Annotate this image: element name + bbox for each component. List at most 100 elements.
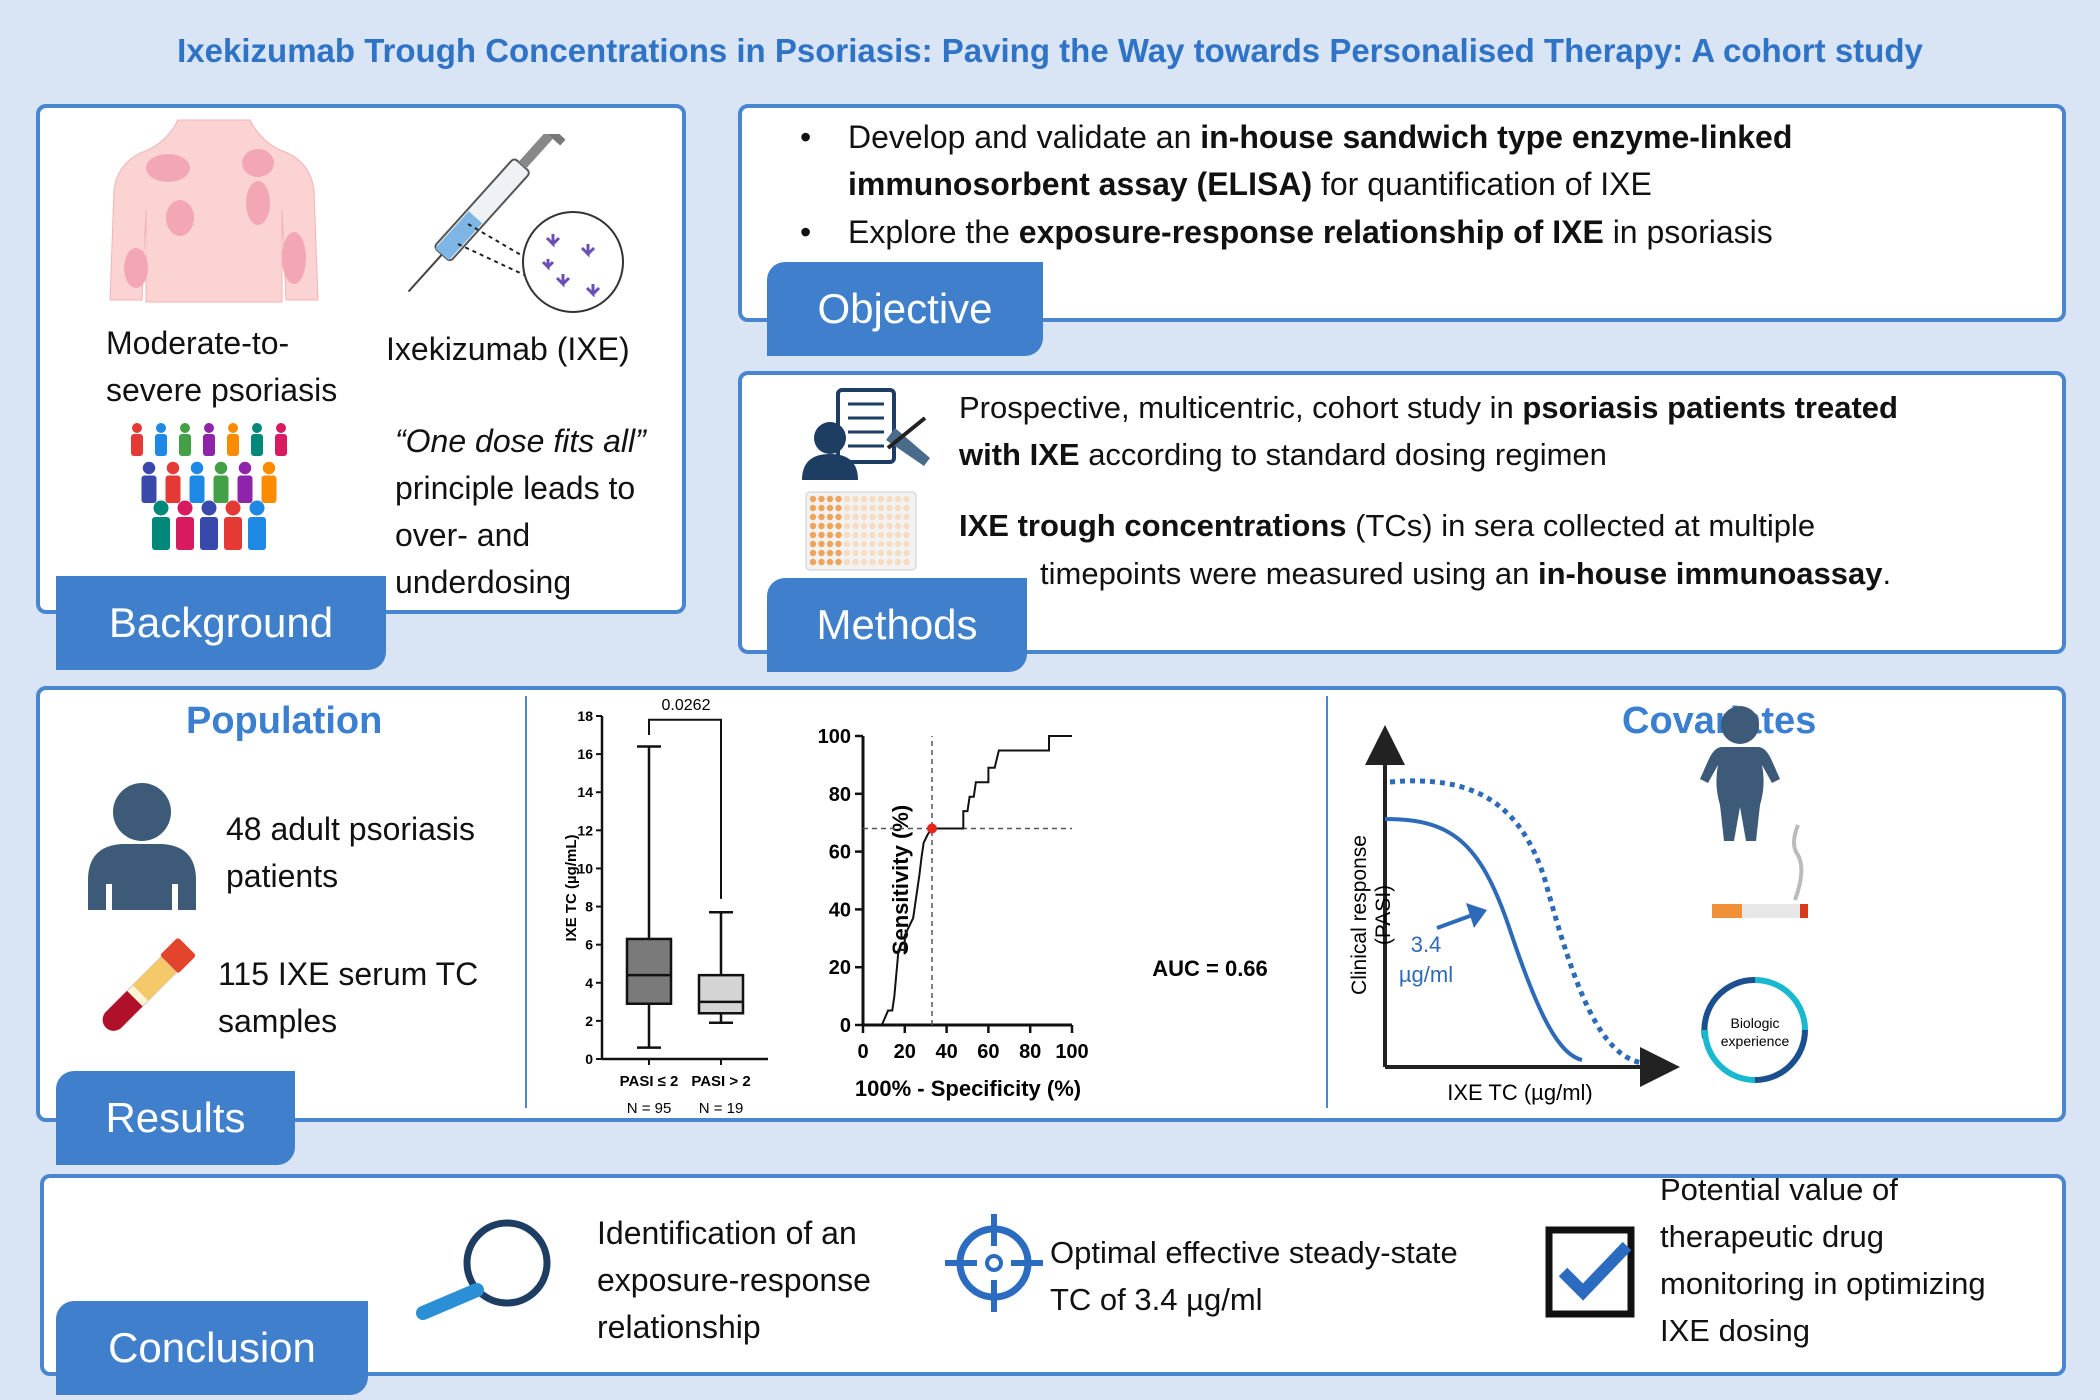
plate-well — [809, 558, 817, 566]
boxplot-y-axis-label: IXE TC (µg/mL) — [563, 835, 580, 942]
plate-well — [869, 558, 876, 566]
plate-well — [903, 549, 910, 557]
person-head — [156, 423, 166, 433]
plate-well — [826, 558, 834, 566]
person-body — [203, 434, 215, 456]
plate-well — [818, 531, 825, 539]
patients-count: 48 adult psoriasis patients — [226, 811, 476, 894]
plate-well — [869, 504, 876, 512]
curve-y-label-unit: (PASI) — [1372, 885, 1395, 945]
plate-well — [835, 540, 842, 548]
plate-well — [894, 495, 902, 503]
plate-well — [869, 531, 876, 539]
cigarette-icon — [1712, 824, 1808, 918]
person-head — [262, 461, 276, 475]
population-heading: Population — [186, 700, 383, 742]
plate-well — [852, 513, 859, 521]
plate-well — [809, 531, 817, 539]
plate-well — [877, 513, 885, 521]
plate-well — [818, 549, 825, 557]
clipboard-person-icon — [802, 388, 930, 480]
plate-well — [877, 531, 885, 539]
person-head — [166, 461, 180, 475]
plate-well — [894, 549, 902, 557]
curve-x-label: IXE TC (µg/ml) — [1447, 1080, 1593, 1105]
y-tick-label: 18 — [577, 708, 593, 724]
y-tick-label: 4 — [585, 975, 593, 991]
plate-well — [818, 558, 825, 566]
x-tick-label: 100 — [1055, 1041, 1088, 1063]
objective-text-1: Develop and validate an in-house sandwic… — [848, 119, 1793, 202]
plate-well — [809, 513, 817, 521]
box-category-label: PASI ≤ 2 — [620, 1073, 679, 1090]
plate-well — [894, 513, 902, 521]
methods-text-1: Prospective, multicentric, cohort study … — [959, 390, 1898, 472]
plate-well — [843, 495, 851, 503]
plate-well — [835, 531, 842, 539]
y-tick-label: 0 — [840, 1015, 851, 1037]
person-body — [131, 434, 143, 456]
plate-well — [903, 495, 910, 503]
box-iqr — [625, 937, 673, 1005]
plate-well — [903, 558, 910, 566]
person-head — [204, 423, 214, 433]
plate-well — [818, 540, 825, 548]
response-curve — [1384, 817, 1583, 1062]
samples-count: 115 IXE serum TC samples — [218, 956, 479, 1039]
body-weight-icon — [1700, 706, 1780, 841]
plate-well — [843, 549, 851, 557]
plate-well — [903, 513, 910, 521]
person-body — [248, 517, 266, 550]
box-n-label: N = 95 — [627, 1100, 672, 1117]
plate-well — [809, 549, 817, 557]
methods-text-2: IXE trough concentrations (TCs) in sera … — [959, 508, 1816, 543]
plate-well — [818, 522, 825, 530]
plate-well — [894, 531, 902, 539]
plate-well — [826, 513, 834, 521]
plate-well — [843, 513, 851, 521]
conclusion-item-1: Identification of an exposure-response rel… — [597, 1215, 871, 1345]
roc-curve — [863, 735, 1072, 1026]
plate-well — [860, 531, 868, 539]
plate-well — [860, 504, 868, 512]
person-body — [200, 517, 218, 550]
plate-well — [877, 504, 885, 512]
plate-well — [869, 540, 876, 548]
plate-well — [852, 549, 859, 557]
plate-well — [818, 504, 825, 512]
plate-well — [843, 504, 851, 512]
plate-well — [826, 540, 834, 548]
x-tick-label: 0 — [857, 1041, 868, 1063]
person-head — [190, 461, 204, 475]
y-tick-label: 16 — [577, 746, 593, 762]
plate-well — [877, 558, 885, 566]
person-head — [238, 461, 252, 475]
box-iqr — [697, 973, 745, 1015]
plate-well — [894, 558, 902, 566]
plate-well — [877, 495, 885, 503]
plate-well — [826, 522, 834, 530]
cycle-label: Biologic — [1730, 1015, 1779, 1031]
plate-well — [818, 513, 825, 521]
person-head — [228, 423, 238, 433]
objective-bullet-2: • — [800, 214, 812, 250]
divider — [525, 696, 527, 1108]
checkbox-checked-icon — [1545, 1226, 1635, 1318]
person-head — [177, 500, 193, 516]
plate-well — [860, 495, 868, 503]
box-category-label: PASI > 2 — [691, 1073, 750, 1090]
plate-well — [860, 549, 868, 557]
plate-well — [809, 540, 817, 548]
plate-well — [869, 522, 876, 530]
plate-well — [809, 495, 817, 503]
target-icon — [945, 1214, 1043, 1312]
plate-well — [826, 549, 834, 557]
person-body — [152, 517, 170, 550]
y-tick-label: 40 — [829, 899, 851, 921]
plate-well — [886, 549, 893, 557]
person-body — [237, 475, 253, 503]
person-head — [225, 500, 241, 516]
curve-y-label: Clinical response — [1348, 835, 1371, 995]
plate-well — [852, 531, 859, 539]
plate-well — [860, 513, 868, 521]
